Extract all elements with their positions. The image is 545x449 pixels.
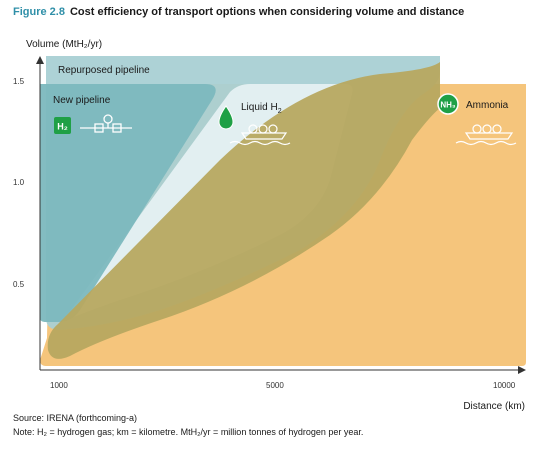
y-tick-label: 1.0 <box>13 178 25 187</box>
x-tick-label: 5000 <box>266 381 284 390</box>
y-tick-label: 1.5 <box>13 77 25 86</box>
overlap-band <box>47 62 440 359</box>
h2-badge-text: H₂ <box>57 122 68 132</box>
figure-number: Figure 2.8 <box>13 6 65 18</box>
label-repurposed-pipeline: Repurposed pipeline <box>58 65 150 76</box>
liquid-h2-droplet-icon <box>218 105 234 130</box>
y-axis-label: Volume (MtH₂/yr) <box>26 39 103 50</box>
note-text: Note: H₂ = hydrogen gas; km = kilometre.… <box>13 427 364 437</box>
label-liquid-h2-sub: 2 <box>278 108 282 115</box>
source-text: Source: IRENA (forthcoming-a) <box>13 413 138 423</box>
label-liquid-h2-main: Liquid H <box>241 102 278 113</box>
label-new-pipeline: New pipeline <box>53 95 111 106</box>
x-tick-label: 10000 <box>493 381 516 390</box>
pipeline-valve-icon <box>80 114 132 133</box>
figure-title-text: Cost efficiency of transport options whe… <box>69 6 465 18</box>
nh3-badge-text: NH₃ <box>440 101 456 110</box>
x-axis-label: Distance (km) <box>463 401 525 412</box>
new-pipeline-area <box>40 84 216 322</box>
label-ammonia: Ammonia <box>466 100 509 111</box>
label-liquid-h2: Liquid H2 <box>241 102 282 115</box>
y-tick-label: 0.5 <box>13 280 25 289</box>
figure-title: Figure 2.8 Cost efficiency of transport o… <box>13 6 464 18</box>
x-tick-label: 1000 <box>50 381 68 390</box>
ammonia-ship-icon <box>455 124 517 146</box>
h2-badge-icon: H₂ <box>54 117 71 134</box>
y-axis-arrow <box>36 56 44 64</box>
nh3-badge-icon: NH₃ <box>437 93 459 115</box>
liquid-h2-ship-icon <box>229 124 291 146</box>
x-axis-arrow <box>518 366 526 374</box>
